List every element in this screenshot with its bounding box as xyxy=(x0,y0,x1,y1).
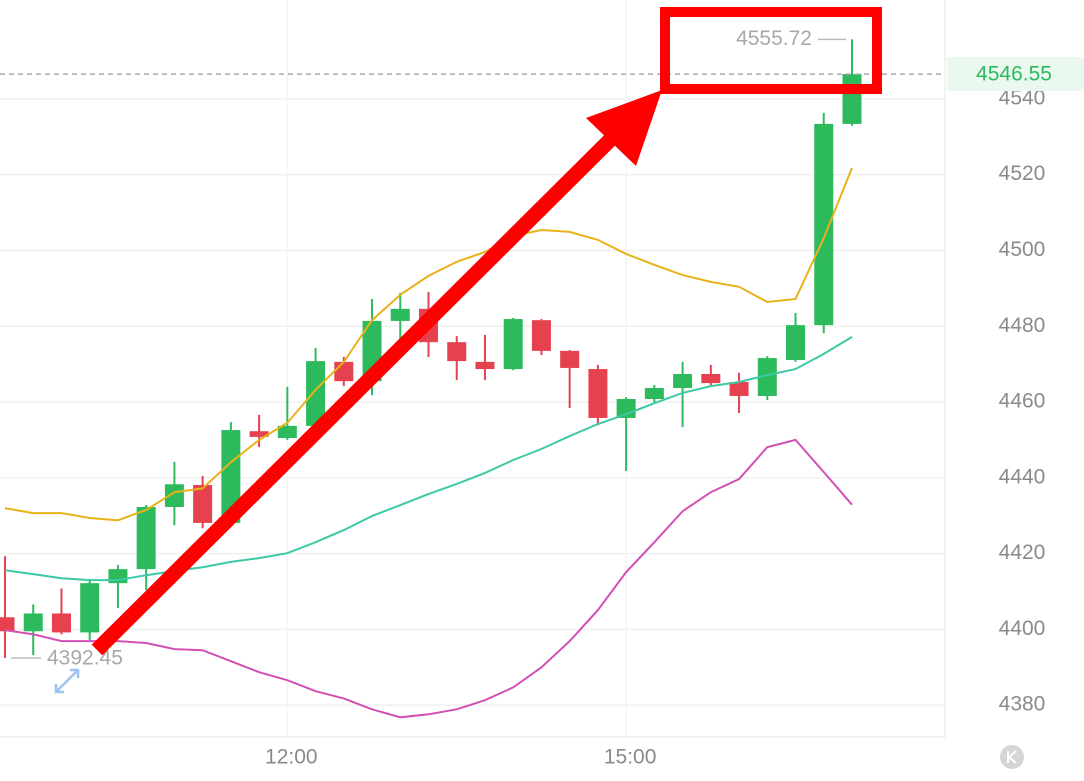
last-price-box xyxy=(947,57,1084,92)
candle-body xyxy=(23,613,43,632)
candle-body xyxy=(842,74,862,124)
candle-body xyxy=(80,583,100,633)
y-tick-label: 4420 xyxy=(999,541,1046,564)
expand-glyph xyxy=(54,668,80,694)
candle-body xyxy=(0,617,15,632)
last-price-label: 4546.55 xyxy=(976,63,1052,86)
candle-body xyxy=(221,430,241,523)
y-tick-label: 4440 xyxy=(999,465,1046,488)
candle-body xyxy=(644,388,664,400)
candle-body xyxy=(503,319,523,370)
labels-layer: 4380 4400 4420 4440 4460 4480 4500 4520 4540 12:0… xyxy=(11,27,1084,769)
min-label: 4392.45 xyxy=(47,647,123,670)
candle-body xyxy=(136,506,156,570)
candle-body xyxy=(193,485,213,523)
expand-icon[interactable] xyxy=(54,668,80,694)
max-label: 4555.72 xyxy=(736,27,812,50)
indicator-line xyxy=(4,336,853,582)
indicator-line xyxy=(4,167,853,522)
candle-body xyxy=(475,361,495,370)
candle-body xyxy=(51,613,71,633)
annotation-arrow-shaft xyxy=(91,126,624,656)
y-tick-label: 4400 xyxy=(999,617,1046,640)
y-tick-label: 4460 xyxy=(999,390,1046,413)
y-tick-label: 4480 xyxy=(999,314,1046,337)
candle-body xyxy=(306,361,326,426)
candle-body xyxy=(786,325,806,360)
candle-body xyxy=(729,381,749,396)
candle-body xyxy=(588,369,608,418)
k-button-circle xyxy=(1000,745,1024,769)
y-tick-label: 4520 xyxy=(999,162,1046,185)
y-tick-label: 4380 xyxy=(999,693,1046,716)
y-tick-label: 4500 xyxy=(999,238,1046,261)
y-tick-label: 4540 xyxy=(999,86,1046,109)
candle-body xyxy=(249,431,269,437)
candle-body xyxy=(814,123,834,326)
x-tick-label: 15:00 xyxy=(604,746,657,769)
candle-body xyxy=(560,350,580,368)
k-button[interactable] xyxy=(1000,745,1024,769)
candle-body xyxy=(701,373,721,384)
annotation xyxy=(91,7,882,656)
annotation-box xyxy=(660,7,882,94)
annotation-arrow-head xyxy=(586,90,662,166)
candle-body xyxy=(334,361,354,382)
k-button-glyph xyxy=(1007,750,1017,764)
x-tick-label: 12:00 xyxy=(265,746,318,769)
candle-body xyxy=(164,484,184,507)
candle-body xyxy=(673,373,693,389)
candle-body xyxy=(531,320,551,351)
candle-body xyxy=(390,308,410,321)
candle-body xyxy=(757,358,777,396)
indicator-line xyxy=(4,438,853,719)
candle-body xyxy=(447,342,467,362)
candle-body xyxy=(277,425,297,439)
